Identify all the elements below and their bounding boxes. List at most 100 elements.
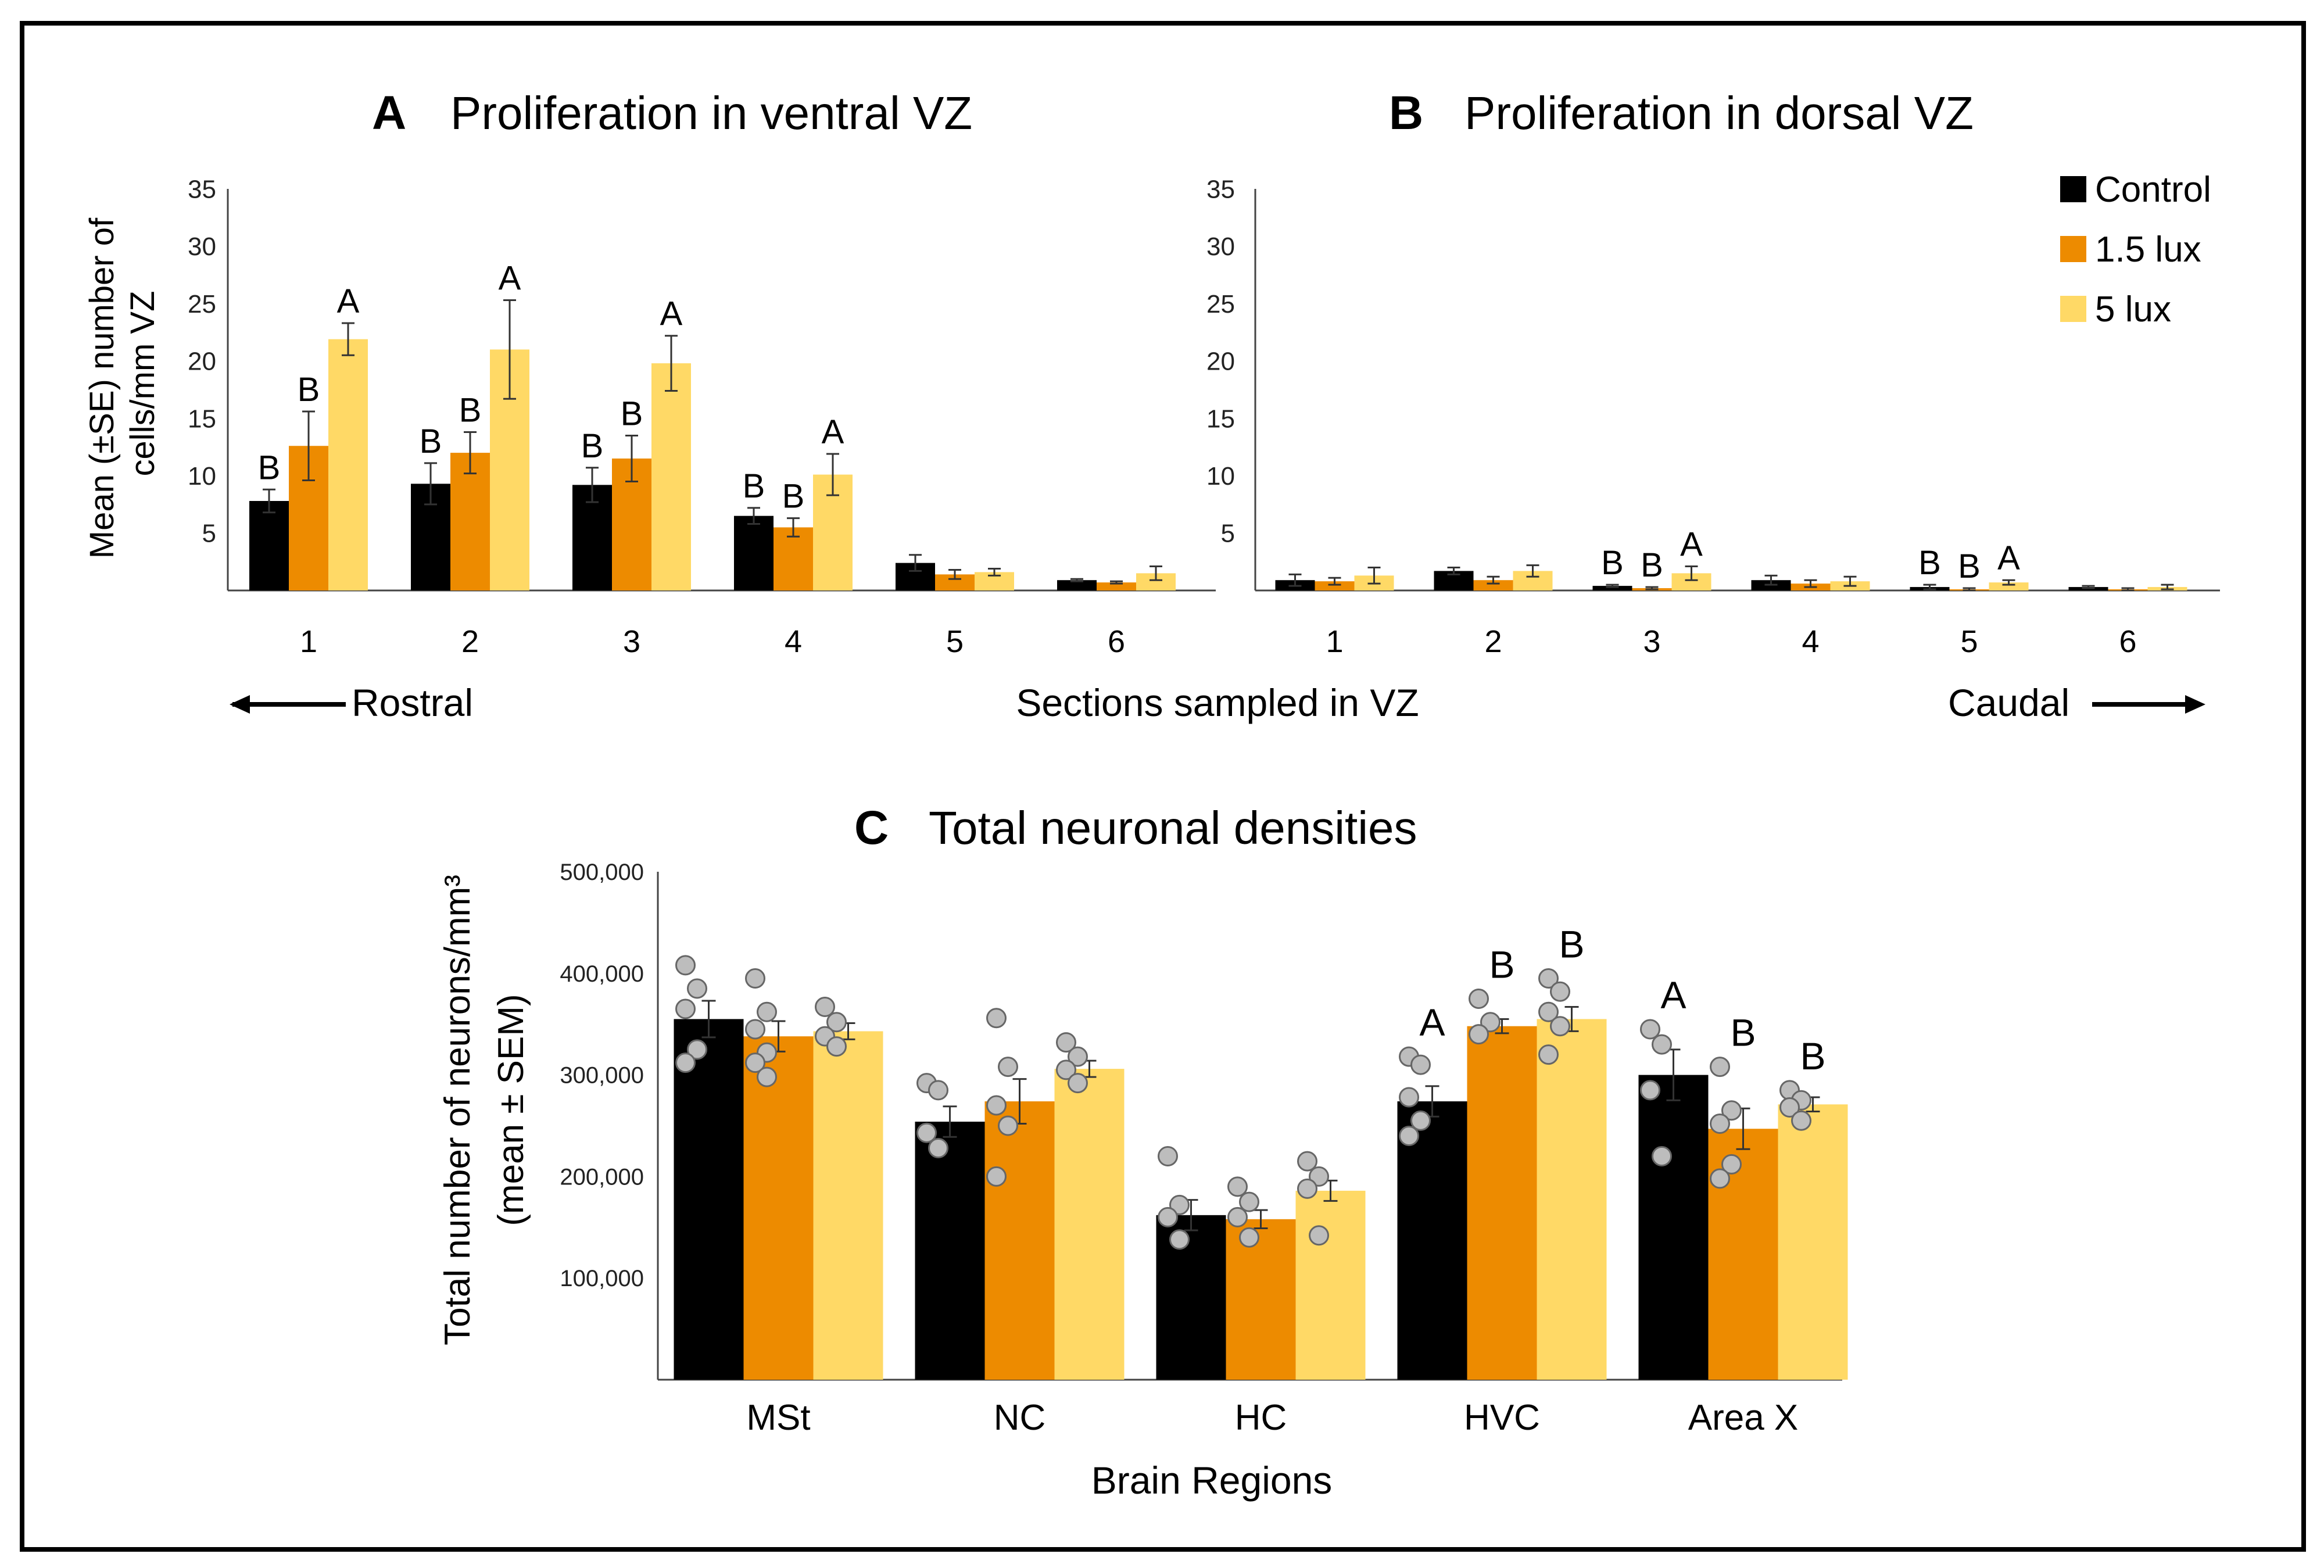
- significance-letter: B: [1730, 1011, 1756, 1054]
- y-tick-label: 100,000: [560, 1266, 644, 1291]
- panel-a: A Proliferation in ventral VZ Mean (±SE)…: [83, 87, 1216, 659]
- panel-a-title: Proliferation in ventral VZ: [450, 87, 972, 139]
- data-point: [1550, 981, 1570, 1002]
- y-tick-label: 15: [1206, 404, 1235, 433]
- data-point: [1538, 968, 1559, 989]
- bar-control: [915, 1122, 985, 1380]
- legend-swatch: [2060, 296, 2086, 322]
- x-tick-label: 3: [1643, 624, 1660, 659]
- significance-letter: A: [1419, 1001, 1445, 1044]
- panel-c-xlabel: Brain Regions: [1091, 1459, 1333, 1502]
- legend: Control 1.5 lux 5 lux: [2060, 170, 2211, 330]
- right-arrow-icon: [2185, 695, 2205, 714]
- x-tick-label: 3: [623, 624, 640, 659]
- data-point: [1779, 1097, 1800, 1118]
- panel-a-letter: A: [372, 87, 406, 139]
- data-point: [1469, 1024, 1489, 1045]
- significance-letter: A: [337, 282, 360, 320]
- significance-letter: B: [1601, 544, 1624, 582]
- bar-1.5-lux: [450, 453, 490, 590]
- data-point: [1538, 1001, 1559, 1022]
- data-point: [1469, 989, 1489, 1009]
- data-point: [675, 998, 696, 1019]
- data-point: [1239, 1227, 1259, 1248]
- data-point: [1538, 1044, 1559, 1065]
- data-point: [1710, 1057, 1730, 1077]
- significance-letter: B: [1800, 1034, 1825, 1077]
- bar-1.5-lux: [1226, 1219, 1296, 1380]
- data-point: [1158, 1145, 1178, 1166]
- bar-5-lux: [328, 339, 368, 590]
- y-tick-label: 25: [188, 290, 216, 318]
- significance-letter: B: [459, 392, 482, 429]
- data-point: [1410, 1054, 1431, 1075]
- bar-1.5-lux: [984, 1101, 1055, 1380]
- data-point: [1710, 1114, 1730, 1134]
- data-point: [1399, 1125, 1419, 1146]
- data-point: [826, 1036, 847, 1057]
- x-tick-label: 1: [300, 624, 317, 659]
- y-tick-label: 30: [1206, 232, 1235, 261]
- significance-letter: B: [1559, 923, 1584, 966]
- legend-label: Control: [2095, 170, 2211, 210]
- bar-1.5-lux: [1708, 1129, 1778, 1380]
- data-point: [1158, 1207, 1178, 1227]
- data-point: [1480, 1012, 1501, 1033]
- panel-b-title: Proliferation in dorsal VZ: [1464, 87, 1974, 139]
- panel-c-ylabel2: (mean ± SEM): [491, 994, 531, 1226]
- bar-5-lux: [1537, 1019, 1607, 1380]
- panel-a-ylabel: Mean (±SE) number of cells/mm VZ: [83, 209, 162, 559]
- data-point: [1550, 1016, 1570, 1037]
- caudal-label: Caudal: [1948, 681, 2069, 724]
- legend-label: 5 lux: [2095, 289, 2171, 330]
- data-point: [675, 1053, 696, 1073]
- bar-1.5-lux: [1473, 580, 1513, 590]
- y-tick-label: 15: [188, 404, 216, 433]
- data-point: [1652, 1145, 1672, 1166]
- y-tick-label: 20: [1206, 348, 1235, 376]
- direction-row: Rostral Sections sampled in VZ Caudal: [230, 681, 2205, 724]
- bar-control: [1592, 586, 1632, 590]
- significance-letter: B: [782, 478, 805, 515]
- x-tick-label: 6: [2119, 624, 2136, 659]
- panel-a-ylabel-line2: cells/mm VZ: [124, 291, 162, 477]
- data-point: [815, 996, 835, 1017]
- significance-letter: A: [660, 295, 683, 333]
- rostral-label: Rostral: [352, 681, 473, 724]
- panel-c: C Total neuronal densities Total number …: [438, 801, 1848, 1502]
- y-tick-label: 35: [1206, 175, 1235, 203]
- significance-letter: A: [1660, 973, 1686, 1016]
- panel-a-ylabel-line1: Mean (±SE) number of: [83, 217, 121, 559]
- y-tick-label: 200,000: [560, 1164, 644, 1190]
- significance-letter: B: [581, 427, 604, 465]
- data-point: [1169, 1194, 1190, 1215]
- data-point: [1056, 1059, 1076, 1080]
- y-tick-label: 5: [202, 520, 216, 548]
- significance-letter: B: [1641, 546, 1663, 584]
- bar-control: [674, 1019, 744, 1380]
- significance-letter: A: [1680, 526, 1703, 564]
- data-point: [1399, 1087, 1419, 1108]
- bar-1.5-lux: [774, 527, 813, 590]
- data-point: [1410, 1110, 1431, 1131]
- legend-label: 1.5 lux: [2095, 230, 2201, 270]
- significance-letter: B: [1489, 943, 1514, 986]
- panel-c-ylabel: Total number of neurons/mm³: [438, 875, 478, 1345]
- data-point: [928, 1080, 948, 1101]
- left-arrow-icon: [230, 695, 250, 714]
- data-point: [1239, 1191, 1259, 1212]
- y-tick-label: 5: [1221, 520, 1235, 548]
- x-tick-label: 5: [1960, 624, 1978, 659]
- data-point: [998, 1057, 1018, 1077]
- panel-c-title: Total neuronal densities: [929, 802, 1417, 854]
- x-tick-label: 4: [785, 624, 802, 659]
- x-tick-label: 6: [1108, 624, 1125, 659]
- data-point: [1309, 1225, 1329, 1246]
- bar-5-lux: [1989, 582, 2029, 590]
- data-point: [1710, 1168, 1730, 1189]
- bar-control: [1156, 1215, 1226, 1380]
- bar-5-lux: [651, 363, 691, 590]
- data-point: [1227, 1207, 1248, 1227]
- data-point: [986, 1008, 1007, 1029]
